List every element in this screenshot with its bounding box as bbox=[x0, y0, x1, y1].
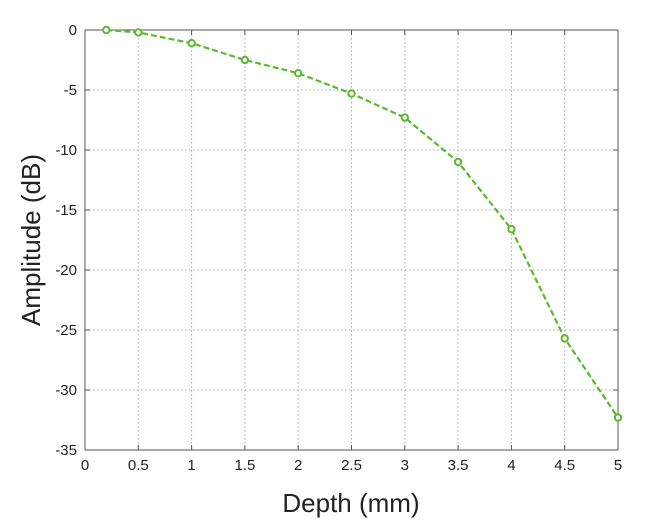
data-point bbox=[240, 55, 250, 65]
data-point bbox=[187, 39, 196, 48]
y-tick-label: -30 bbox=[55, 382, 77, 399]
x-tick-label: 2 bbox=[294, 457, 302, 474]
y-tick-label: -20 bbox=[55, 262, 77, 279]
data-point bbox=[400, 113, 409, 122]
data-point bbox=[134, 28, 143, 37]
y-tick-label: -5 bbox=[64, 82, 77, 99]
data-point bbox=[560, 334, 569, 343]
data-point bbox=[453, 157, 463, 167]
grid bbox=[85, 30, 618, 450]
x-tick-label: 3 bbox=[401, 457, 409, 474]
plot-area bbox=[85, 30, 618, 450]
data-point bbox=[294, 69, 303, 78]
x-tick-label: 3.5 bbox=[448, 457, 469, 474]
x-tick-label: 5 bbox=[614, 457, 622, 474]
x-tick-label: 1.5 bbox=[234, 457, 255, 474]
x-tick-label: 1 bbox=[187, 457, 195, 474]
data-point bbox=[613, 413, 623, 422]
data-point bbox=[347, 89, 356, 98]
y-axis-title: Amplitude (dB) bbox=[16, 154, 46, 326]
x-tick-label: 4 bbox=[507, 457, 515, 474]
x-tick-label: 0 bbox=[81, 457, 89, 474]
y-tick-label: -35 bbox=[55, 442, 77, 459]
y-tick-label: 0 bbox=[69, 22, 77, 39]
axis-ticks: 0 0.5 1 1.5 2 2.5 3 3.5 4 4.5 5 0 -5 -10 -15 -20 -25 -30 -… bbox=[55, 22, 622, 474]
x-tick-label: 2.5 bbox=[341, 457, 362, 474]
data-point bbox=[102, 25, 111, 35]
data-point bbox=[507, 225, 516, 234]
y-tick-label: -15 bbox=[55, 202, 77, 219]
y-tick-label: -10 bbox=[55, 142, 77, 159]
x-tick-label: 4.5 bbox=[554, 457, 575, 474]
y-tick-label: -25 bbox=[55, 322, 77, 339]
x-axis-title: Depth (mm) bbox=[282, 488, 419, 518]
x-tick-label: 0.5 bbox=[128, 457, 149, 474]
series-group bbox=[102, 25, 623, 422]
